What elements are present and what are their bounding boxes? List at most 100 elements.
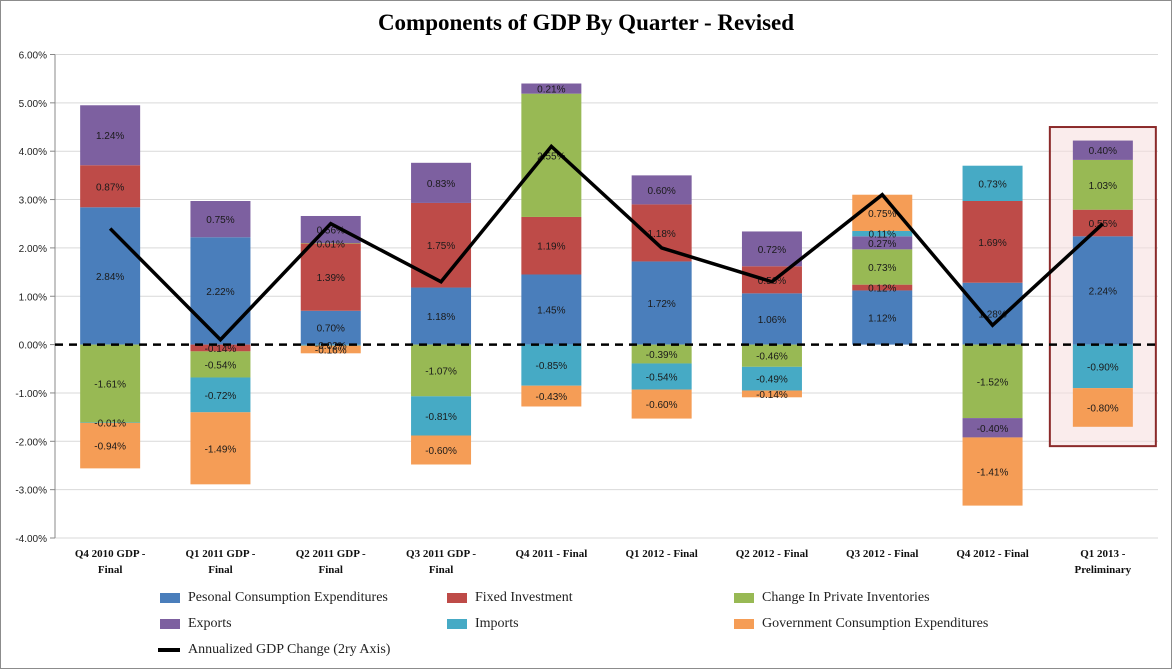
legend-item-exports: Exports [160, 616, 232, 632]
bar-segment [80, 422, 141, 423]
bar-segment [300, 310, 361, 345]
bar-segment [1072, 388, 1133, 427]
legend-swatch-imports [447, 619, 467, 629]
bar-segment [521, 216, 582, 275]
data-label: 2.22% [206, 287, 234, 298]
bar-segment [962, 437, 1023, 506]
data-label: 0.56% [317, 226, 345, 237]
bar-segment [300, 345, 361, 354]
legend-swatch-government [734, 619, 754, 629]
x-tick-label: Final [429, 564, 453, 576]
data-label: -1.52% [977, 377, 1009, 388]
legend-item-gdp-line: Annualized GDP Change (2ry Axis) [158, 642, 390, 658]
legend-label-exports: Exports [188, 616, 232, 631]
bar-segment [962, 201, 1023, 283]
bar-segment [1072, 209, 1133, 237]
data-label: -0.46% [756, 352, 788, 363]
x-tick-label: Q1 2013 - [1080, 548, 1126, 560]
legend-swatch-inventories [734, 593, 754, 603]
data-label: -1.49% [205, 444, 237, 455]
data-label: 2.55% [537, 151, 565, 162]
data-label: 0.01% [317, 239, 345, 250]
data-label: 0.70% [317, 324, 345, 335]
legend-item-inventories: Change In Private Inventories [734, 590, 930, 606]
data-label: 0.87% [96, 182, 124, 193]
bar-segment [852, 284, 913, 291]
data-label: -0.54% [205, 360, 237, 371]
data-label: 1.69% [978, 238, 1006, 249]
x-tick-label: Preliminary [1075, 564, 1132, 576]
bar-segment [411, 396, 472, 436]
data-label: 1.18% [647, 229, 675, 240]
bar-segment [190, 201, 251, 238]
data-label: -0.81% [425, 412, 457, 423]
data-label: 0.73% [978, 179, 1006, 190]
bar-segment [411, 162, 472, 203]
bar-segment [1072, 236, 1133, 345]
y-tick-label: 6.00% [19, 51, 47, 62]
data-label: -0.85% [536, 361, 568, 372]
legend-label-imports: Imports [475, 616, 519, 631]
data-label: 1.75% [427, 241, 455, 252]
legend-swatch-pce [160, 593, 180, 603]
bar-segment [852, 230, 913, 237]
bar-segment [521, 344, 582, 386]
data-label: -0.72% [205, 391, 237, 402]
data-label: 1.06% [758, 315, 786, 326]
gdp-line [108, 143, 1105, 343]
data-label: -1.41% [977, 468, 1009, 479]
bar-segment [1072, 140, 1133, 160]
bar-segment [80, 344, 141, 423]
legend-label-government: Government Consumption Expenditures [762, 616, 989, 631]
chart-title: Components of GDP By Quarter - Revised [377, 10, 795, 35]
bar-segment [852, 249, 913, 285]
y-tick-label: -3.00% [15, 486, 47, 497]
bar-segment [300, 344, 361, 346]
bar-segment [631, 261, 692, 345]
bar-segment [962, 282, 1023, 345]
y-tick-label: -2.00% [15, 437, 47, 448]
bar-segment [962, 344, 1023, 419]
data-label: 1.12% [868, 314, 896, 325]
bar-segment [80, 165, 141, 208]
bar-segment [631, 204, 692, 262]
data-label: 1.19% [537, 242, 565, 253]
data-label: 0.12% [868, 284, 896, 295]
bar-segment [190, 412, 251, 485]
data-label: 0.75% [868, 209, 896, 220]
data-label: 1.28% [978, 310, 1006, 321]
bar-segment [962, 165, 1023, 202]
bar-segment [300, 243, 361, 311]
x-tick-label: Q2 2012 - Final [736, 548, 808, 560]
y-tick-label: -1.00% [15, 389, 47, 400]
bar-segment [411, 344, 472, 397]
data-label: 1.39% [317, 273, 345, 284]
bar-segment [80, 105, 141, 166]
x-tick-label: Q2 2011 GDP - [296, 548, 366, 560]
legend-swatch-gdp-line [158, 648, 180, 652]
data-label: 2.84% [96, 272, 124, 283]
bar-segment [411, 435, 472, 465]
legend-label-fixed-investment: Fixed Investment [475, 590, 573, 605]
legend-swatch-exports [160, 619, 180, 629]
data-label: -0.14% [205, 344, 237, 355]
x-tick-label: Q4 2010 GDP - [75, 548, 146, 560]
bar-segment [741, 390, 802, 398]
x-tick-label: Q4 2012 - Final [956, 548, 1028, 560]
bar-segment [741, 366, 802, 391]
data-label: -1.61% [94, 380, 126, 391]
data-label: -0.80% [1087, 403, 1119, 414]
data-label: 0.73% [868, 263, 896, 274]
bar-segment [852, 194, 913, 231]
legend-item-fixed-investment: Fixed Investment [447, 590, 573, 606]
y-tick-label: 3.00% [19, 196, 47, 207]
bar-segment [411, 287, 472, 345]
data-label: 1.72% [647, 299, 675, 310]
data-label: 0.21% [537, 85, 565, 96]
data-label: 0.11% [868, 230, 896, 241]
bar-segment [741, 344, 802, 367]
bar-segment [631, 344, 692, 364]
data-label: -0.54% [646, 373, 678, 384]
legend-label-gdp-line: Annualized GDP Change (2ry Axis) [188, 642, 391, 657]
